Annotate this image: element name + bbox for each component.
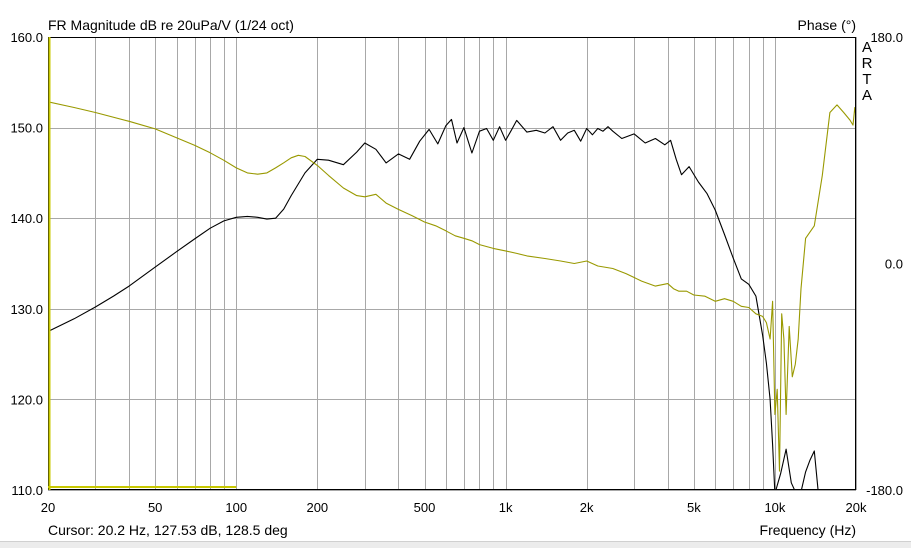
x-tick-label: 1k — [499, 500, 513, 515]
x-tick-label: 5k — [687, 500, 701, 515]
window-bottom-edge — [0, 541, 911, 548]
phase-tick-label: -180.0 — [866, 483, 903, 498]
x-tick-label: 500 — [414, 500, 436, 515]
brand-letter-a2: A — [862, 87, 872, 104]
brand-letter-a1: A — [862, 39, 872, 56]
phase-axis-tick-labels: 180.0 0.0 -180.0 — [866, 30, 903, 498]
x-tick-label: 20 — [41, 500, 55, 515]
x-tick-label: 50 — [148, 500, 162, 515]
phase-axis-label: Phase (°) — [797, 17, 856, 33]
y-tick-label: 140.0 — [10, 211, 43, 226]
phase-tick-label: 180.0 — [870, 30, 903, 45]
series-group — [48, 101, 856, 490]
y-tick-label: 160.0 — [10, 30, 43, 45]
x-tick-label: 2k — [580, 500, 594, 515]
y-axis-tick-labels: 160.0 150.0 140.0 130.0 120.0 110.0 — [10, 30, 43, 498]
x-tick-label: 20k — [846, 500, 867, 515]
x-tick-label: 10k — [764, 500, 785, 515]
y-tick-label: 150.0 — [10, 121, 43, 136]
chart-title: FR Magnitude dB re 20uPa/V (1/24 oct) — [48, 17, 294, 33]
y-tick-label: 130.0 — [10, 302, 43, 317]
x-tick-label: 200 — [306, 500, 328, 515]
phase-tick-label: 0.0 — [885, 257, 903, 272]
cursor-readout: Cursor: 20.2 Hz, 127.53 dB, 128.5 deg — [48, 522, 288, 538]
brand-letter-r: R — [862, 55, 873, 72]
x-axis-tick-labels: 20 50 100 200 500 1k 2k 5k 10k 20k — [41, 500, 867, 515]
plot-area[interactable] — [48, 101, 856, 494]
phase-series-line — [48, 101, 856, 472]
y-tick-label: 120.0 — [10, 392, 43, 407]
brand-letter-t: T — [862, 71, 871, 88]
x-tick-label: 100 — [225, 500, 247, 515]
y-tick-label: 110.0 — [11, 483, 43, 498]
x-axis-label: Frequency (Hz) — [760, 522, 856, 538]
x-grid — [48, 37, 857, 490]
